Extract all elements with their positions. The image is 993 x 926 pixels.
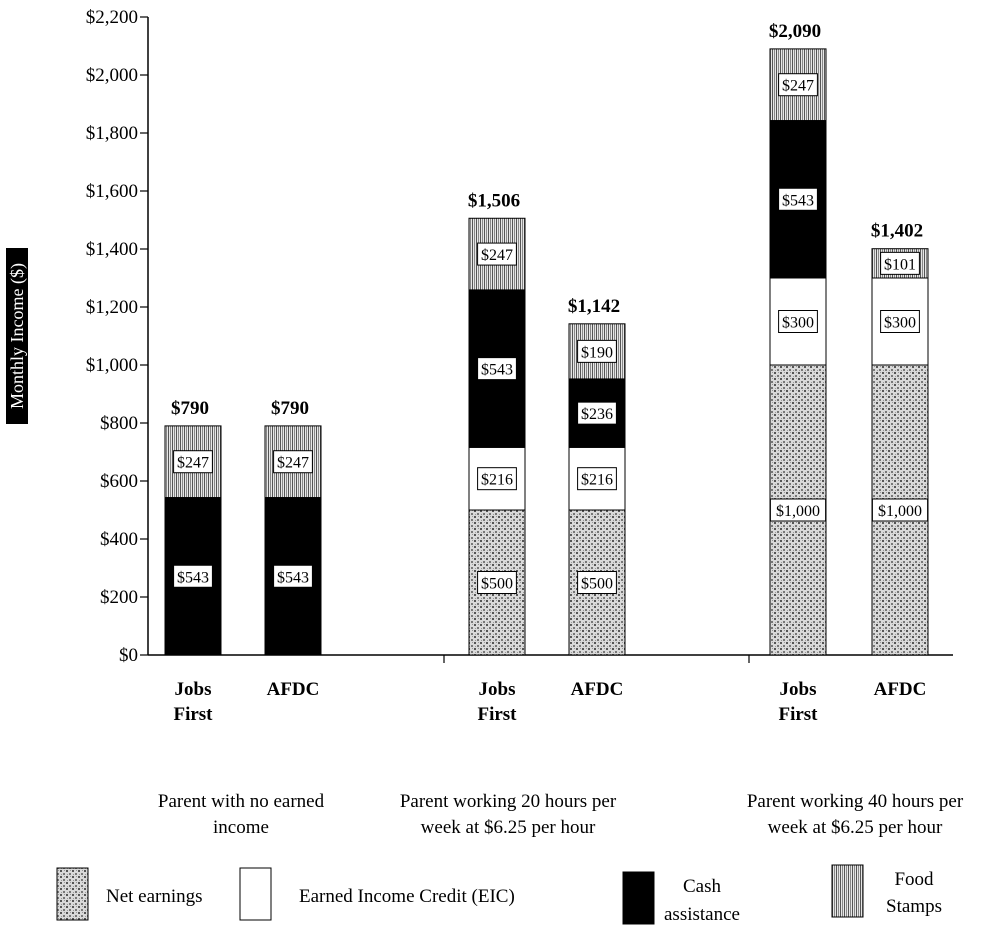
segment-label-box [769, 498, 827, 522]
legend-label: Net earnings [106, 886, 203, 907]
y-tick-label: $1,400 [86, 239, 138, 260]
category-label: First [173, 704, 213, 725]
bar-total-label: $1,506 [468, 190, 520, 211]
category-label: Jobs [780, 679, 817, 700]
segment-value-label: $500 [481, 576, 513, 593]
segment-value-label: $247 [481, 247, 513, 264]
segment-value-label: $216 [481, 472, 513, 489]
segment-value-label: $216 [581, 472, 613, 489]
legend-label: Stamps [886, 896, 942, 917]
legend-swatch-food-stamps [831, 864, 864, 918]
segment-label-box [477, 571, 517, 594]
segment-label-box [173, 564, 213, 588]
segment-label-box [880, 310, 920, 333]
category-label: First [778, 704, 818, 725]
legend-swatch-eic [239, 867, 272, 921]
legend-swatch-cash-assistance [622, 871, 655, 925]
y-tick-label: $800 [100, 413, 138, 434]
y-tick-label: $200 [100, 587, 138, 608]
segment-value-label: $190 [581, 344, 613, 361]
group-label: week at $6.25 per hour [421, 817, 596, 838]
segment-label-box [477, 242, 517, 266]
segment-label-box [173, 450, 213, 474]
category-label: Jobs [479, 679, 516, 700]
legend-label: Earned Income Credit (EIC) [299, 886, 515, 907]
segment-label-box [871, 498, 929, 522]
category-label: Jobs [175, 679, 212, 700]
category-label: AFDC [874, 679, 927, 700]
segment-value-label: $543 [481, 362, 513, 379]
segment-label-box [273, 564, 313, 588]
y-tick-label: $1,600 [86, 181, 138, 202]
segment-value-label: $300 [782, 315, 814, 332]
bar-total-label: $1,142 [568, 296, 620, 317]
segment-label-box [778, 310, 818, 333]
segment-label-box [577, 339, 617, 363]
segment-label-box [880, 251, 920, 275]
segment-label-box [577, 401, 617, 425]
group-label: Parent working 40 hours per [747, 791, 964, 812]
segment-value-label: $543 [782, 192, 814, 209]
segment-value-label: $236 [581, 406, 613, 423]
y-axis-label-box [6, 248, 28, 424]
category-label: First [477, 704, 517, 725]
y-tick-label: $400 [100, 529, 138, 550]
y-tick-label: $2,000 [86, 65, 138, 86]
segment-label-box [577, 571, 617, 594]
category-label: AFDC [267, 679, 320, 700]
segment-label-box [477, 357, 517, 381]
y-tick-label: $1,000 [86, 355, 138, 376]
y-tick-label: $2,200 [86, 7, 138, 28]
segment-label-box [273, 450, 313, 474]
category-label: AFDC [571, 679, 624, 700]
bar-total-label: $2,090 [769, 21, 821, 42]
segment-value-label: $543 [277, 569, 309, 586]
y-tick-label: $1,800 [86, 123, 138, 144]
bar-total-label: $790 [171, 398, 209, 419]
segment-label-box [477, 467, 517, 491]
y-tick-label: $0 [119, 645, 138, 666]
segment-label-box [778, 187, 818, 211]
segment-value-label: $300 [884, 315, 916, 332]
segment-value-label: $247 [782, 78, 814, 95]
segment-value-label: $247 [177, 455, 209, 472]
group-label: Parent working 20 hours per [400, 791, 617, 812]
group-label: Parent with no earned [158, 791, 325, 812]
segment-value-label: $1,000 [776, 503, 820, 520]
segment-value-label: $500 [581, 576, 613, 593]
y-axis-label-text: Monthly Income ($) [7, 263, 28, 409]
segment-value-label: $1,000 [878, 503, 922, 520]
segment-label-box [778, 73, 818, 97]
group-label: income [213, 817, 269, 838]
segment-value-label: $543 [177, 569, 209, 586]
y-tick-label: $600 [100, 471, 138, 492]
legend-swatch-net-earnings [56, 867, 89, 921]
bar-total-label: $1,402 [871, 221, 923, 242]
legend-label: Cash [683, 876, 722, 897]
bar-total-label: $790 [271, 398, 309, 419]
legend-label: assistance [664, 904, 740, 925]
segment-value-label: $101 [884, 256, 916, 273]
segment-label-box [577, 467, 617, 491]
y-axis-label: Monthly Income ($) [6, 248, 28, 424]
y-tick-label: $1,200 [86, 297, 138, 318]
segment-value-label: $247 [277, 455, 309, 472]
group-label: week at $6.25 per hour [768, 817, 943, 838]
legend-label: Food [894, 869, 934, 890]
